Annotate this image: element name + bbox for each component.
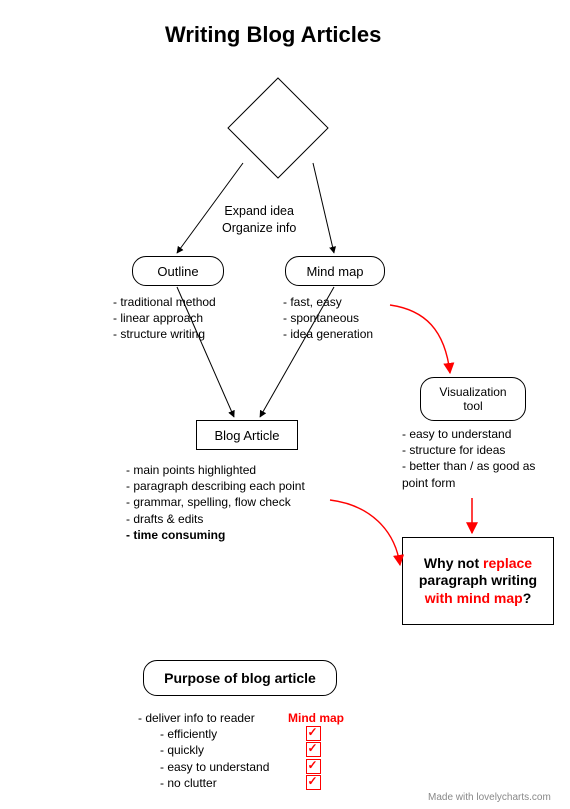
node-mindmap: Mind map [285, 256, 385, 286]
node-outline: Outline [132, 256, 224, 286]
bullets-article: - main points highlighted - paragraph de… [126, 462, 305, 543]
bullets-outline: - traditional method - linear approach -… [113, 294, 216, 343]
check-icon [306, 775, 321, 790]
node-purpose: Purpose of blog article [143, 660, 337, 696]
footer-credit: Made with lovelycharts.com [428, 792, 551, 803]
purpose-list: - deliver info to reader Mind map - effi… [138, 710, 398, 791]
label-expand-organize: Expand idea Organize info [222, 203, 296, 237]
check-icon [306, 726, 321, 741]
bullets-vistool: - easy to understand - structure for ide… [402, 426, 535, 491]
node-question: Why not replace paragraph writing with m… [402, 537, 554, 625]
node-blog-idea-label: Blog Idea [248, 120, 308, 135]
question-text: Why not replace paragraph writing with m… [407, 555, 549, 608]
node-visualization-tool: Visualization tool [420, 377, 526, 421]
bullets-mindmap: - fast, easy - spontaneous - idea genera… [283, 294, 373, 343]
page-title: Writing Blog Articles [165, 22, 381, 48]
node-blog-article: Blog Article [196, 420, 298, 450]
check-icon [306, 742, 321, 757]
check-icon [306, 759, 321, 774]
